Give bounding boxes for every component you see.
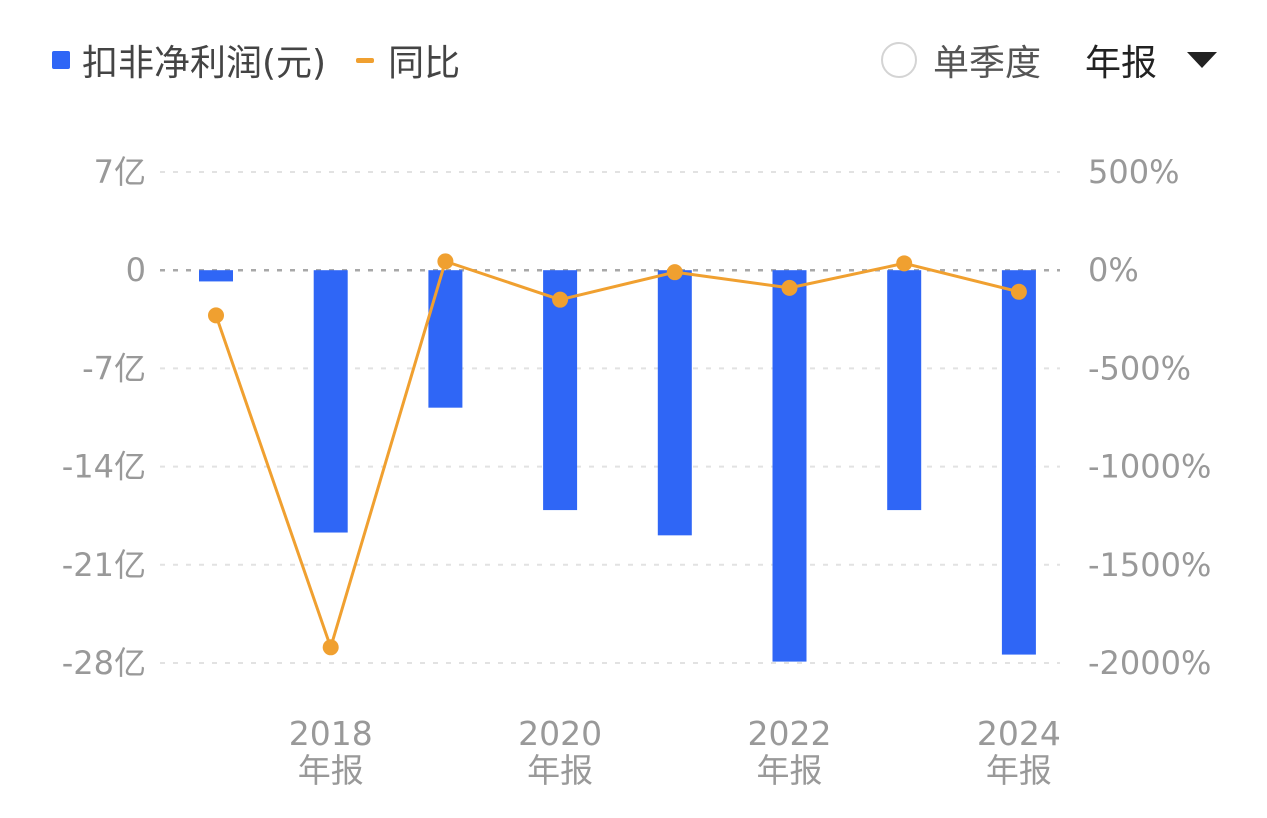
x-tick-period: 年报 xyxy=(527,751,593,790)
period-select-label[interactable]: 年报 xyxy=(1084,43,1157,84)
bar xyxy=(543,270,578,511)
x-tick-year: 2024 xyxy=(977,714,1061,753)
y-right-tick-label: 0% xyxy=(1088,251,1139,289)
yoy-line xyxy=(214,259,1020,649)
x-tick-year: 2020 xyxy=(518,714,602,753)
caret-down-icon[interactable] xyxy=(1187,52,1217,68)
y-left-tick-label: -7亿 xyxy=(82,349,146,387)
x-tick-period: 年报 xyxy=(986,751,1052,790)
quarterly-radio[interactable] xyxy=(880,42,917,78)
yoy-point xyxy=(552,291,569,308)
bar xyxy=(1001,270,1036,655)
chart-controls: 单季度 年报 xyxy=(880,30,1217,90)
y-left-tick-label: 7亿 xyxy=(94,153,146,191)
y-left-tick-label: 0 xyxy=(126,251,146,289)
yoy-point xyxy=(437,253,454,270)
legend-bar-label: 扣非净利润(元) xyxy=(82,43,327,84)
x-tick-year: 2018 xyxy=(289,714,373,753)
bar xyxy=(772,270,807,662)
yoy-point xyxy=(322,639,339,656)
bar xyxy=(887,270,922,511)
legend: 扣非净利润(元) 同比 xyxy=(52,30,490,90)
y-right-tick-label: -500% xyxy=(1088,349,1191,387)
y-right-tick-label: -1500% xyxy=(1088,546,1211,584)
yoy-point xyxy=(781,279,798,296)
yoy-point xyxy=(896,255,913,272)
legend-item-line[interactable]: 同比 xyxy=(356,34,460,86)
bar xyxy=(428,270,463,408)
bar xyxy=(313,270,348,533)
legend-line-label: 同比 xyxy=(388,43,461,84)
legend-item-bar[interactable]: 扣非净利润(元) xyxy=(52,34,326,86)
quarterly-label[interactable]: 单季度 xyxy=(932,43,1041,84)
bar xyxy=(199,270,233,282)
x-tick-period: 年报 xyxy=(757,751,823,790)
yoy-point xyxy=(208,307,224,324)
bar xyxy=(657,270,692,536)
bar-swatch xyxy=(52,51,70,69)
y-right-tick-label: -1000% xyxy=(1088,448,1211,486)
x-tick-year: 2022 xyxy=(748,714,832,753)
yoy-point xyxy=(1010,283,1027,300)
yoy-point xyxy=(666,264,683,281)
line-swatch xyxy=(356,57,375,63)
x-tick-period: 年报 xyxy=(298,751,364,790)
y-right-tick-label: 500% xyxy=(1088,153,1179,191)
y-left-tick-label: -14亿 xyxy=(62,448,146,486)
y-left-tick-label: -21亿 xyxy=(62,546,146,584)
y-right-tick-label: -2000% xyxy=(1088,644,1211,682)
y-left-tick-label: -28亿 xyxy=(62,644,146,682)
